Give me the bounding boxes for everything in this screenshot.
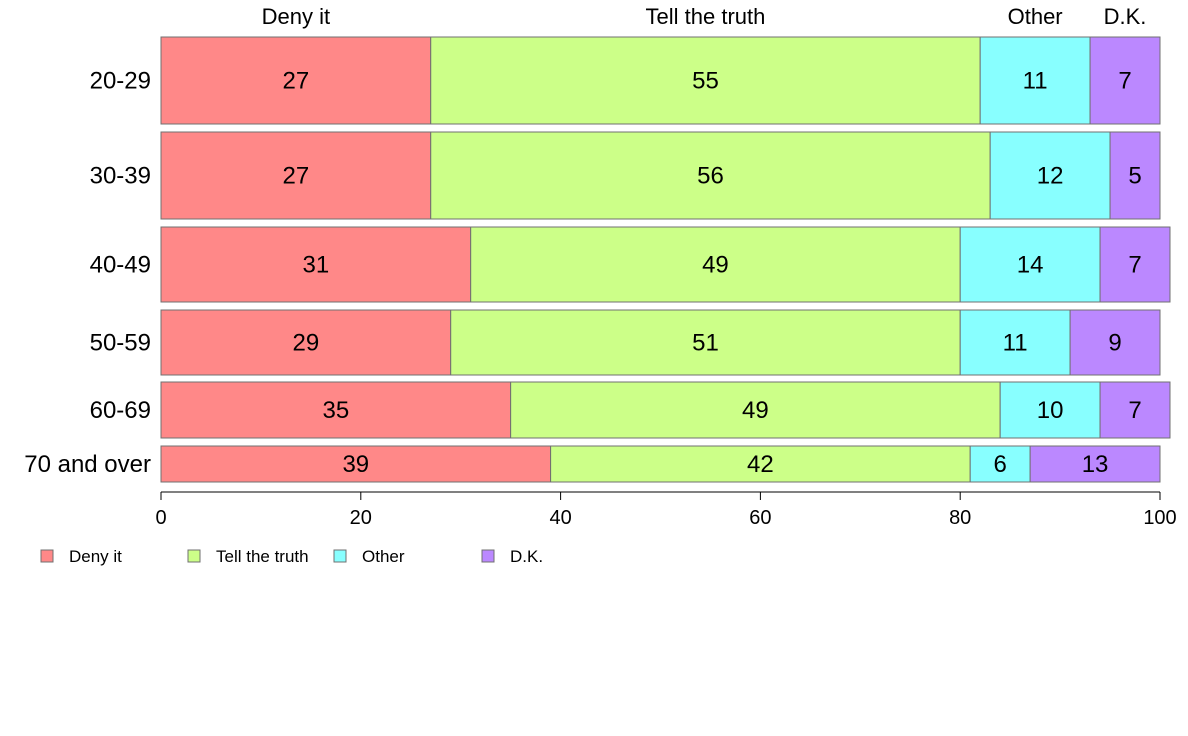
data-label: 13 xyxy=(1082,451,1109,478)
x-tick-label: 60 xyxy=(749,507,771,529)
bar-segment xyxy=(979,36,1091,125)
x-tick-label: 100 xyxy=(1143,507,1176,529)
legend-label: D.K. xyxy=(510,547,543,566)
data-label: 12 xyxy=(1037,163,1064,190)
bar-segment xyxy=(160,36,432,125)
data-label: 11 xyxy=(1023,68,1048,95)
series-header-label: Other xyxy=(1008,4,1063,29)
x-tick-label: 40 xyxy=(549,507,571,529)
bar-segment xyxy=(470,226,961,303)
data-label: 27 xyxy=(283,68,310,95)
bar-segment xyxy=(550,445,971,483)
data-label: 42 xyxy=(747,451,774,478)
category-label: 20-29 xyxy=(90,68,151,95)
bar-segment xyxy=(989,131,1111,220)
bar-segment xyxy=(510,381,1001,439)
legend-swatch xyxy=(40,549,54,563)
data-label: 9 xyxy=(1108,330,1121,357)
bar-segment xyxy=(1099,226,1171,303)
data-label: 7 xyxy=(1128,397,1141,424)
data-label: 56 xyxy=(697,163,724,190)
bar-segment xyxy=(1099,381,1171,439)
x-tick-label: 0 xyxy=(155,507,166,529)
data-label: 5 xyxy=(1128,163,1141,190)
series-header-label: D.K. xyxy=(1104,4,1147,29)
series-header-label: Deny it xyxy=(262,4,330,29)
bar-segment xyxy=(160,309,452,376)
series-header-label: Tell the truth xyxy=(646,4,766,29)
data-label: 51 xyxy=(692,330,719,357)
data-label: 29 xyxy=(293,330,320,357)
data-label: 7 xyxy=(1118,68,1131,95)
bar-segment xyxy=(160,131,432,220)
bar-segment xyxy=(969,445,1031,483)
x-tick-label: 80 xyxy=(949,507,971,529)
bar-segment xyxy=(1089,36,1161,125)
data-label: 49 xyxy=(742,397,769,424)
data-label: 11 xyxy=(1003,330,1028,357)
bar-segment xyxy=(160,381,512,439)
data-label: 14 xyxy=(1017,252,1044,279)
data-label: 35 xyxy=(322,397,349,424)
x-tick-label: 20 xyxy=(350,507,372,529)
legend-swatch xyxy=(333,549,347,563)
bar-segment xyxy=(999,381,1101,439)
legend-swatch xyxy=(481,549,495,563)
bar-segment xyxy=(1109,131,1161,220)
data-label: 49 xyxy=(702,252,729,279)
category-label: 60-69 xyxy=(90,397,151,424)
data-label: 55 xyxy=(692,68,719,95)
category-label: 50-59 xyxy=(90,330,151,357)
legend-label: Tell the truth xyxy=(216,547,309,566)
bar-segment xyxy=(450,309,961,376)
data-label: 39 xyxy=(342,451,369,478)
category-label: 70 and over xyxy=(24,451,151,478)
bar-segment xyxy=(1029,445,1161,483)
bar-segment xyxy=(430,131,991,220)
category-label: 40-49 xyxy=(90,252,151,279)
data-label: 27 xyxy=(283,163,310,190)
data-label: 31 xyxy=(302,252,329,279)
data-label: 6 xyxy=(993,451,1006,478)
legend-swatch xyxy=(187,549,201,563)
bar-segment xyxy=(160,226,472,303)
bar-segment xyxy=(1069,309,1161,376)
category-label: 30-39 xyxy=(90,163,151,190)
data-label: 7 xyxy=(1128,252,1141,279)
bar-segment xyxy=(160,445,552,483)
data-label: 10 xyxy=(1037,397,1064,424)
bar-segment xyxy=(430,36,981,125)
legend-label: Other xyxy=(362,547,405,566)
legend-label: Deny it xyxy=(69,547,122,566)
